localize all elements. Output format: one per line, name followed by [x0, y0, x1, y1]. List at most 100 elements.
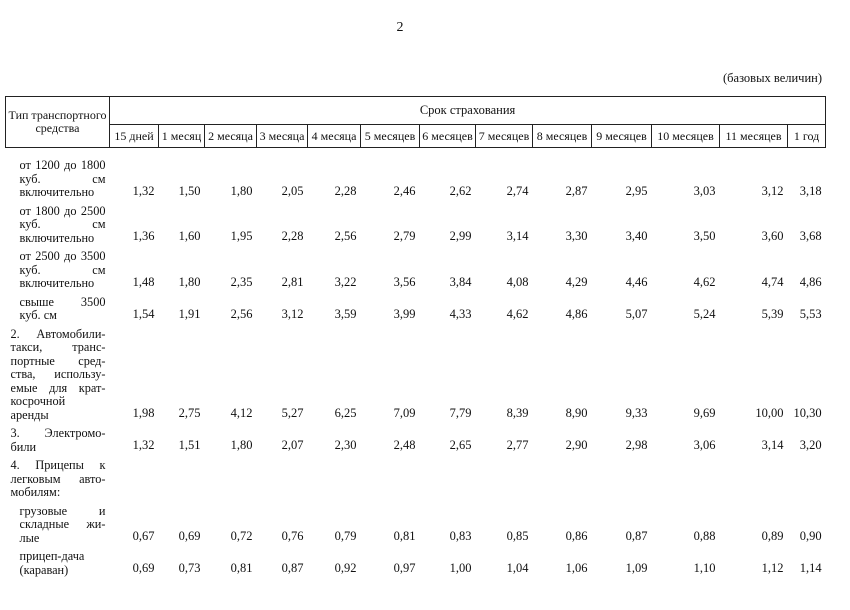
rate-cell: 1,80 — [230, 438, 253, 452]
rate-cell: 0,85 — [506, 529, 529, 543]
period-header: 9 месяцев — [591, 124, 652, 148]
page-number: 2 — [396, 20, 404, 35]
rate-cell: 1,12 — [761, 561, 784, 575]
rate-cell: 2,46 — [393, 183, 416, 198]
row-label: грузовые и складные жи-лые — [19, 503, 106, 545]
rate-cell: 2,56 — [334, 229, 357, 243]
rate-cell — [110, 456, 159, 502]
rate-cell: 3,59 — [334, 306, 357, 321]
period-header: 11 месяцев — [719, 124, 788, 148]
row-label: от 1800 до 2500 куб. см включительно — [19, 203, 106, 245]
table-row: 2. Автомобили-такси, транс-портные сред-… — [6, 325, 826, 425]
rate-cell — [257, 456, 308, 502]
rate-cell: 3,06 — [693, 438, 716, 452]
rate-cell — [420, 456, 476, 502]
rate-cell: 4,86 — [565, 306, 588, 321]
rate-cell — [159, 456, 205, 502]
period-header: 1 месяц — [158, 124, 205, 148]
row-label: от 2500 до 3500 куб. см включительно — [19, 249, 106, 290]
rate-cell: 3,22 — [334, 274, 357, 289]
period-header: 8 месяцев — [532, 124, 592, 148]
period-header: 3 месяца — [256, 124, 308, 148]
vehicle-type-header: Тип транспортного средства — [5, 96, 110, 148]
rate-cell: 2,48 — [393, 438, 416, 452]
rate-cell — [533, 456, 592, 502]
rate-cell — [205, 456, 257, 502]
rate-cell: 0,83 — [449, 529, 472, 543]
rate-cell: 5,24 — [693, 306, 716, 321]
rate-cell: 3,60 — [761, 229, 784, 243]
row-label: 2. Автомобили-такси, транс-портные сред-… — [10, 326, 106, 422]
table-row: прицеп-дача (караван) 0,69 0,73 0,81 0,87 0,9… — [6, 547, 826, 579]
rate-cell: 10,30 — [793, 406, 822, 420]
rate-cell — [720, 456, 788, 502]
rate-cell: 2,30 — [334, 438, 357, 452]
rate-cell: 0,90 — [799, 529, 822, 543]
rate-cell: 0,81 — [230, 561, 253, 575]
rate-cell: 0,67 — [132, 529, 155, 543]
period-header: 1 год — [786, 124, 827, 148]
period-header: 5 месяцев — [360, 124, 420, 148]
rate-cell: 2,07 — [281, 438, 304, 452]
rate-cell: 3,99 — [393, 306, 416, 321]
row-label: 3. Электромо-били — [10, 426, 106, 454]
rate-cell: 1,60 — [178, 229, 201, 243]
period-header: 10 месяцев — [651, 124, 720, 148]
rate-cell: 0,72 — [230, 529, 253, 543]
rate-cell: 1,51 — [178, 438, 201, 452]
rate-cell: 3,03 — [693, 183, 716, 198]
rate-cell: 3,12 — [281, 306, 304, 321]
rate-cell — [652, 456, 720, 502]
row-label: свыше 3500 куб. см — [19, 294, 106, 322]
period-header: 7 месяцев — [475, 124, 533, 148]
rate-cell: 0,87 — [625, 529, 648, 543]
rate-cell: 1,00 — [449, 561, 472, 575]
rate-cell — [788, 456, 826, 502]
rate-cell: 9,33 — [625, 406, 648, 420]
rate-cell — [361, 456, 420, 502]
row-label: прицеп-дача (караван) — [19, 549, 85, 577]
rate-cell: 5,53 — [799, 306, 822, 321]
rate-cell: 0,87 — [281, 561, 304, 575]
rate-cell: 5,27 — [281, 406, 304, 420]
rate-cell — [592, 456, 652, 502]
rate-cell: 0,86 — [565, 529, 588, 543]
rate-cell: 2,75 — [178, 406, 201, 420]
rate-cell: 2,81 — [281, 274, 304, 289]
rate-cell: 0,73 — [178, 561, 201, 575]
rate-cell: 3,14 — [761, 438, 784, 452]
rate-cell: 1,91 — [178, 306, 201, 321]
rate-cell: 3,84 — [449, 274, 472, 289]
table-row: грузовые и складные жи-лые 0,67 0,69 0,72 0,… — [6, 502, 826, 548]
rate-cell: 3,12 — [761, 183, 784, 198]
rate-cell: 0,88 — [693, 529, 716, 543]
rate-cell: 1,06 — [565, 561, 588, 575]
rate-cell: 8,39 — [506, 406, 529, 420]
rate-cell: 1,80 — [230, 183, 253, 198]
rate-cell: 0,69 — [132, 561, 155, 575]
rate-cell: 3,68 — [799, 229, 822, 243]
table-row: от 1800 до 2500 куб. см включительно 1,36… — [6, 202, 826, 248]
rate-cell: 4,62 — [693, 274, 716, 289]
rate-cell: 2,77 — [506, 438, 529, 452]
rate-cell: 1,10 — [693, 561, 716, 575]
rate-cell: 4,74 — [761, 274, 784, 289]
rate-cell: 5,39 — [761, 306, 784, 321]
rate-cell: 8,90 — [565, 406, 588, 420]
row-label: от 1200 до 1800 куб. см включительно — [19, 158, 106, 199]
rate-cell: 2,28 — [281, 229, 304, 243]
rate-cell: 0,97 — [393, 561, 416, 575]
rate-cell: 3,30 — [565, 229, 588, 243]
rate-cell: 2,56 — [230, 306, 253, 321]
rate-cell: 2,28 — [334, 183, 357, 198]
rate-cell: 2,95 — [625, 183, 648, 198]
insurance-term-header: Срок страхования — [108, 96, 827, 125]
rate-cell: 4,08 — [506, 274, 529, 289]
rate-cell: 10,00 — [755, 406, 784, 420]
rate-cell: 7,09 — [393, 406, 416, 420]
rate-cell: 1,32 — [132, 438, 155, 452]
rate-cell: 1,09 — [625, 561, 648, 575]
rate-cell: 1,50 — [178, 183, 201, 198]
rate-cell: 0,79 — [334, 529, 357, 543]
table-row: 3. Электромо-били 1,32 1,51 1,80 2,07 2,30 2,4… — [6, 424, 826, 456]
